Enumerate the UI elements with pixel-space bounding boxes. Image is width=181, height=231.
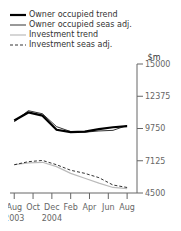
svg-text:2004: 2004 xyxy=(42,214,62,223)
svg-text:Aug: Aug xyxy=(8,203,22,212)
svg-text:15000: 15000 xyxy=(145,59,171,69)
svg-text:9750: 9750 xyxy=(145,124,165,133)
svg-text:2003: 2003 xyxy=(8,214,24,223)
svg-text:$m: $m xyxy=(148,53,161,62)
html-text:Investment trend: Investment trend xyxy=(29,30,99,39)
svg-text:Oct: Oct xyxy=(26,203,40,212)
svg-text:7125: 7125 xyxy=(145,157,165,166)
html-text:Owner occupied seas adj.: Owner occupied seas adj. xyxy=(29,20,132,29)
svg-text:12375: 12375 xyxy=(145,92,170,101)
svg-text:Dec: Dec xyxy=(44,203,59,212)
svg-text:Aug: Aug xyxy=(119,203,135,212)
svg-text:Apr: Apr xyxy=(83,203,98,212)
svg-text:4500: 4500 xyxy=(145,189,165,198)
html-text:Owner occupied trend: Owner occupied trend xyxy=(29,10,118,19)
svg-text:Jun: Jun xyxy=(101,203,115,212)
svg-text:Feb: Feb xyxy=(64,203,78,212)
html-text:Investment seas adj.: Investment seas adj. xyxy=(29,40,113,49)
